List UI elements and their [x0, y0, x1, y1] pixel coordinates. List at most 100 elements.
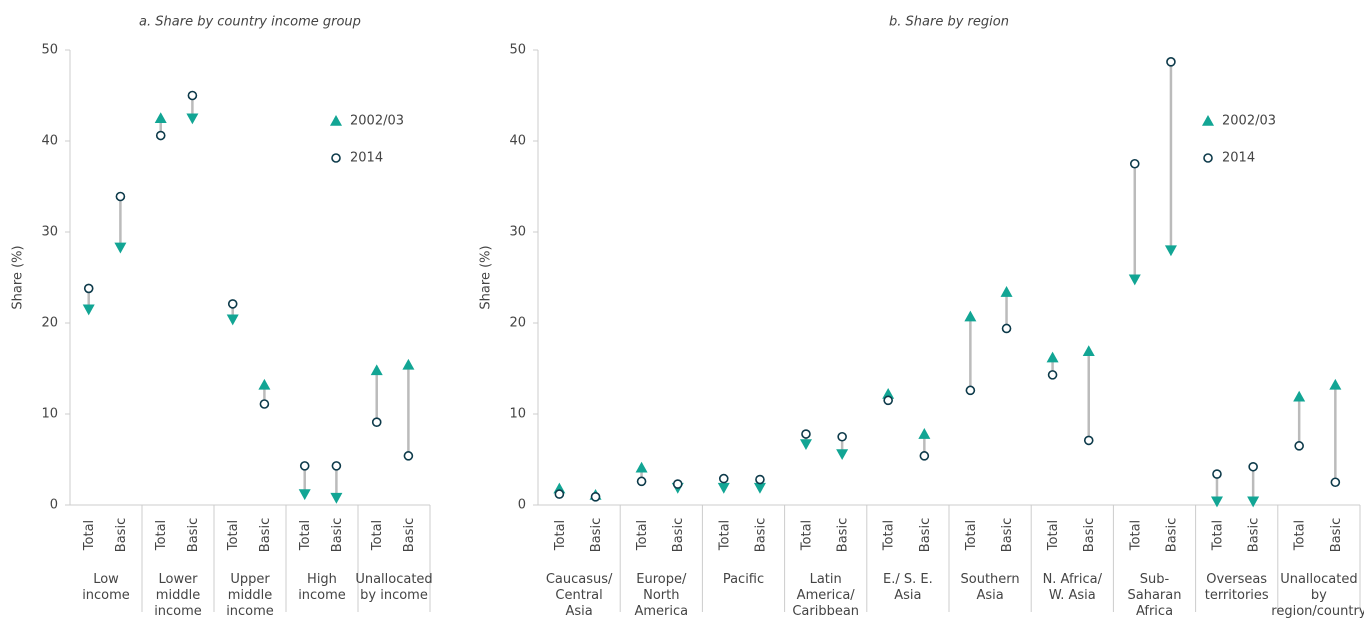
marker-triangle [1164, 245, 1177, 257]
x-tick-label: Basic [918, 518, 933, 552]
legend-label: 2002/03 [1222, 114, 1276, 129]
group-label: Caucasus/ Central Asia [545, 572, 613, 619]
group-label: Unallocated by region/country [1271, 572, 1364, 619]
marker-circle [672, 479, 683, 489]
x-tick-label: Total [370, 520, 385, 551]
marker-circle [1047, 370, 1058, 380]
group-label: Upper middle income [226, 572, 274, 619]
marker-triangle [836, 449, 849, 461]
x-tick-label: Basic [114, 518, 129, 552]
marker-triangle [1000, 286, 1013, 297]
marker-triangle [753, 482, 766, 494]
marker-triangle [799, 439, 812, 451]
group-label: Europe/ North America [634, 572, 689, 619]
x-tick-label: Basic [258, 518, 273, 552]
marker-circle [227, 299, 238, 309]
group-label: Unallocated by income [355, 572, 433, 603]
marker-circle [1294, 441, 1304, 451]
x-tick-label: Basic [1082, 518, 1097, 552]
x-tick-label: Basic [330, 518, 345, 552]
y-tick-label: 30 [41, 225, 58, 240]
marker-triangle [298, 489, 311, 501]
marker-circle [801, 429, 811, 439]
marker-triangle [258, 378, 271, 390]
marker-circle [1330, 477, 1341, 488]
y-tick-label: 50 [41, 43, 58, 58]
x-tick-label: Total [964, 520, 979, 551]
y-tick-label: 40 [509, 134, 526, 149]
legend-label: 2002/03 [350, 114, 404, 129]
marker-circle [1001, 323, 1012, 334]
marker-circle [636, 476, 647, 487]
marker-circle [718, 473, 729, 484]
marker-triangle [226, 314, 239, 326]
x-tick-label: Basic [186, 518, 201, 552]
legend-label: 2014 [1222, 151, 1255, 166]
y-tick-label: 20 [41, 316, 58, 331]
group-label: E./ S. E. Asia [883, 572, 933, 603]
chart-title: a. Share by country income group [139, 15, 361, 30]
group-label: Overseas territories [1204, 572, 1269, 603]
marker-triangle [882, 387, 895, 399]
x-tick-label: Total [553, 520, 568, 551]
marker-circle [919, 451, 930, 461]
marker-circle [259, 399, 270, 409]
marker-circle [187, 90, 198, 101]
marker-circle [1248, 461, 1258, 472]
x-tick-label: Basic [1000, 518, 1015, 552]
y-tick-label: 10 [41, 407, 58, 422]
marker-triangle [402, 358, 415, 370]
marker-triangle [1210, 496, 1223, 508]
group-label: High income [298, 572, 346, 603]
x-tick-label: Total [1293, 520, 1308, 551]
legend-marker [1202, 115, 1214, 126]
x-tick-label: Basic [753, 518, 768, 552]
group-label: N. Africa/ W. Asia [1042, 572, 1103, 603]
y-tick-label: 30 [509, 225, 526, 240]
marker-triangle [964, 310, 977, 322]
marker-circle [403, 451, 414, 461]
group-label: Latin America/ Caribbean [792, 572, 860, 619]
y-tick-label: 0 [518, 498, 526, 513]
legend-marker [1203, 153, 1213, 163]
y-axis-label: Share (%) [11, 245, 26, 309]
marker-circle [331, 461, 342, 471]
marker-triangle [154, 112, 167, 124]
marker-circle [755, 474, 765, 485]
y-tick-label: 50 [509, 43, 526, 58]
marker-circle [299, 461, 310, 471]
marker-triangle [114, 242, 127, 254]
marker-triangle [717, 482, 730, 494]
marker-circle [590, 492, 601, 502]
legend-marker [331, 153, 341, 163]
x-tick-label: Basic [671, 518, 686, 552]
marker-circle [554, 489, 565, 499]
y-axis-label: Share (%) [479, 245, 494, 309]
legend-marker [330, 115, 342, 126]
marker-triangle [330, 492, 343, 504]
marker-circle [965, 385, 976, 396]
marker-triangle [1247, 496, 1260, 508]
marker-triangle [1293, 390, 1306, 402]
y-tick-label: 20 [509, 316, 526, 331]
marker-circle [883, 395, 893, 406]
marker-triangle [186, 113, 199, 125]
marker-triangle [370, 364, 383, 376]
marker-triangle [1082, 345, 1095, 357]
marker-triangle [1329, 378, 1342, 390]
x-tick-label: Total [154, 520, 169, 551]
y-tick-label: 40 [41, 134, 58, 149]
marker-triangle [1128, 274, 1141, 286]
marker-circle [115, 191, 126, 202]
marker-circle [1129, 158, 1140, 169]
x-tick-label: Basic [1329, 518, 1344, 552]
y-tick-label: 0 [50, 498, 58, 513]
y-tick-label: 10 [509, 407, 526, 422]
x-tick-label: Total [1210, 520, 1225, 551]
marker-triangle [1046, 351, 1059, 363]
x-tick-label: Total [882, 520, 897, 551]
marker-triangle [635, 461, 648, 473]
legend-label: 2014 [350, 151, 383, 166]
